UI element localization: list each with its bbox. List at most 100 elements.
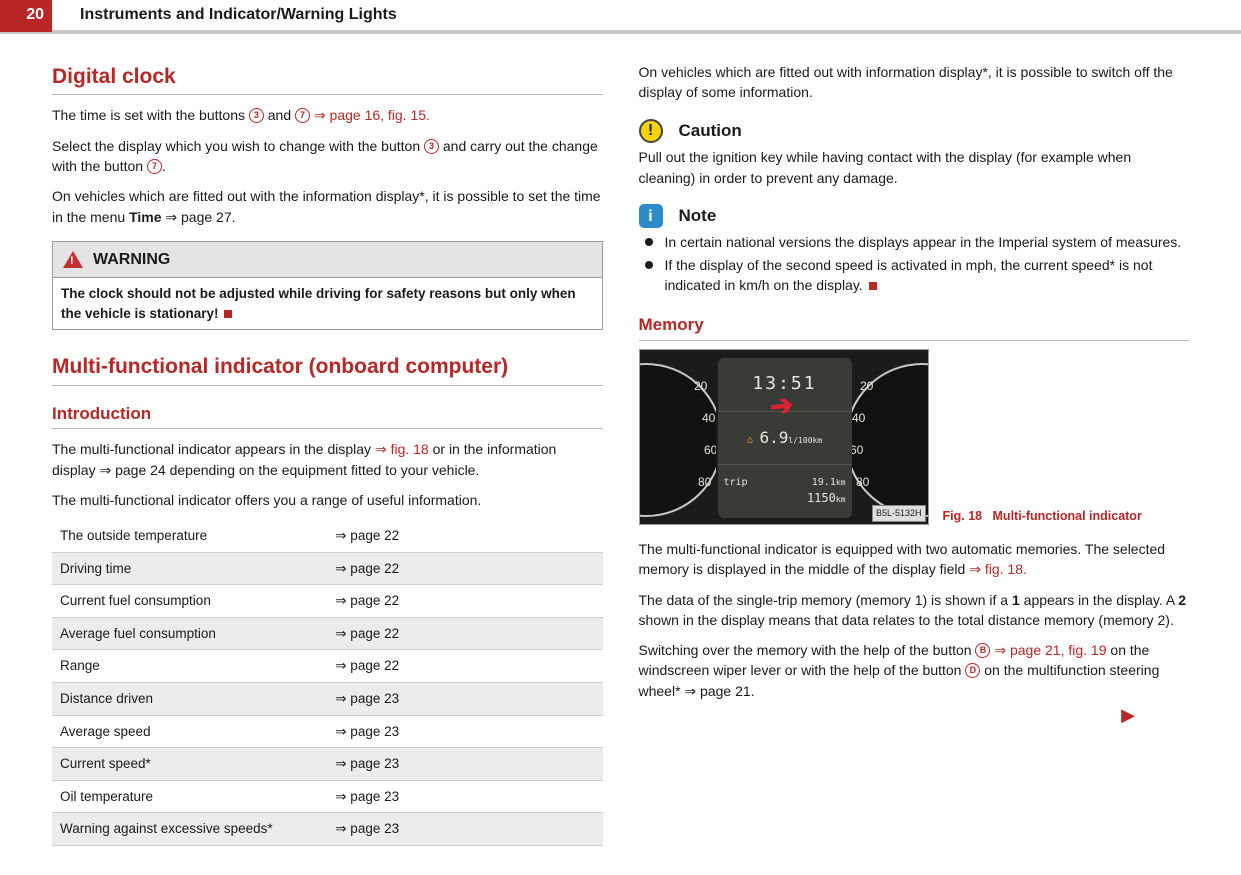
warning-triangle-icon (63, 251, 83, 268)
figure-18-wrap: 20 40 60 80 20 40 60 80 (639, 349, 1190, 525)
table-cell-ref[interactable]: ⇒ page 23 (327, 748, 602, 781)
disp-econ-unit: l/100km (788, 436, 822, 445)
table-cell-ref[interactable]: ⇒ page 23 (327, 780, 602, 813)
table-cell-name: Range (52, 650, 327, 683)
disp-trip-label: trip (724, 476, 748, 491)
table-cell-name: Average speed (52, 715, 327, 748)
heading-mfi: Multi-functional indicator (onboard comp… (52, 352, 603, 385)
paragraph-clock-menu: On vehicles which are fitted out with th… (52, 186, 603, 227)
note-bullets: In certain national versions the display… (639, 232, 1190, 295)
heading-introduction: Introduction (52, 402, 603, 430)
disp-econ-value: 6.9 (760, 428, 789, 447)
paragraph-memories: The multi-functional indicator is equipp… (639, 539, 1190, 580)
svg-text:20: 20 (694, 379, 708, 393)
fig-title: Multi-functional indicator (993, 509, 1142, 523)
disp-odo-value: 1150 (807, 491, 836, 505)
info-icon: i (639, 204, 663, 228)
gauge-right: 20 40 60 80 (852, 350, 929, 525)
svg-text:60: 60 (704, 443, 716, 457)
note-title: Note (679, 204, 717, 229)
list-item: In certain national versions the display… (643, 232, 1190, 252)
ref-circle-7: 7 (147, 159, 162, 174)
table-row: Average speed⇒ page 23 (52, 715, 603, 748)
svg-text:80: 80 (698, 475, 712, 489)
text-bold-time: Time (129, 209, 161, 225)
continue-arrow-icon: ▶ (1121, 702, 1135, 728)
text: and (268, 107, 295, 123)
text: The data of the single-trip memory (memo… (639, 592, 1012, 608)
svg-text:40: 40 (852, 411, 866, 425)
warning-body: The clock should not be adjusted while d… (53, 278, 602, 329)
arrow-icon: ⇒ (994, 642, 1010, 658)
link-fig-18[interactable]: fig. 18 (391, 441, 429, 457)
center-display: 13:51 ⌂ 6.9l/100km trip 19.1km 1150km (718, 358, 852, 518)
text: If the display of the second speed is ac… (665, 257, 1153, 293)
table-cell-name: The outside temperature (52, 520, 327, 552)
text: appears in the display. A (1024, 592, 1179, 608)
text: Switching over the memory with the help … (639, 642, 976, 658)
caution-icon: ! (639, 119, 663, 143)
svg-text:80: 80 (856, 475, 870, 489)
table-cell-ref[interactable]: ⇒ page 22 (327, 617, 602, 650)
text: The multi-functional indicator appears i… (52, 441, 375, 457)
text: The multi-functional indicator is equipp… (639, 541, 1166, 577)
ref-circle-7: 7 (295, 108, 310, 123)
paragraph-switch-memory: Switching over the memory with the help … (639, 640, 1190, 701)
table-row: The outside temperature⇒ page 22 (52, 520, 603, 552)
table-cell-ref[interactable]: ⇒ page 22 (327, 552, 602, 585)
table-cell-ref[interactable]: ⇒ page 23 (327, 715, 602, 748)
caution-body: Pull out the ignition key while having c… (639, 147, 1190, 188)
table-row: Current fuel consumption⇒ page 22 (52, 585, 603, 618)
warning-box: WARNING The clock should not be adjusted… (52, 241, 603, 330)
paragraph-switch-off: On vehicles which are fitted out with in… (639, 62, 1190, 103)
page-header-title: Instruments and Indicator/Warning Lights (80, 3, 397, 26)
table-row: Range⇒ page 22 (52, 650, 603, 683)
text: page 27. (181, 209, 236, 225)
svg-text:60: 60 (852, 443, 864, 457)
paragraph-intro-a: The multi-functional indicator appears i… (52, 439, 603, 480)
disp-trip-value: 19.1 (812, 477, 836, 488)
svg-text:20: 20 (860, 379, 874, 393)
ref-circle-3: 3 (249, 108, 264, 123)
table-row: Distance driven⇒ page 23 (52, 683, 603, 716)
page-header: 20 Instruments and Indicator/Warning Lig… (0, 0, 1241, 34)
mfi-reference-table: The outside temperature⇒ page 22Driving … (52, 520, 603, 846)
table-row: Current speed*⇒ page 23 (52, 748, 603, 781)
figure-dashboard: 20 40 60 80 20 40 60 80 (639, 349, 929, 525)
note-header: i Note (639, 204, 1190, 229)
svg-text:40: 40 (702, 411, 716, 425)
table-cell-ref[interactable]: ⇒ page 22 (327, 650, 602, 683)
table-cell-ref[interactable]: ⇒ page 22 (327, 585, 602, 618)
caution-title: Caution (679, 119, 742, 144)
text: The clock should not be adjusted while d… (61, 286, 576, 321)
table-cell-name: Distance driven (52, 683, 327, 716)
heading-memory: Memory (639, 313, 1190, 341)
warning-title: WARNING (93, 248, 170, 271)
table-row: Driving time⇒ page 22 (52, 552, 603, 585)
table-cell-name: Oil temperature (52, 780, 327, 813)
disp-odo-unit: km (836, 495, 846, 504)
end-mark-icon (224, 310, 232, 318)
table-cell-ref[interactable]: ⇒ page 23 (327, 813, 602, 846)
table-cell-ref[interactable]: ⇒ page 22 (327, 520, 602, 552)
text: The time is set with the buttons (52, 107, 249, 123)
link-fig-18[interactable]: fig. 18. (985, 561, 1027, 577)
table-cell-name: Driving time (52, 552, 327, 585)
table-cell-name: Warning against excessive speeds* (52, 813, 327, 846)
table-cell-name: Current speed* (52, 748, 327, 781)
text-bold-1: 1 (1012, 592, 1020, 608)
ref-circle-d: D (965, 663, 980, 678)
link-page-16-fig-15[interactable]: page 16, fig. 15. (330, 107, 430, 123)
column-right: On vehicles which are fitted out with in… (639, 52, 1190, 846)
arrow-icon: ⇒ (314, 107, 330, 123)
table-cell-ref[interactable]: ⇒ page 23 (327, 683, 602, 716)
paragraph-memory-1-2: The data of the single-trip memory (memo… (639, 590, 1190, 631)
column-left: Digital clock The time is set with the b… (52, 52, 603, 846)
table-cell-name: Average fuel consumption (52, 617, 327, 650)
link-page-21-fig-19[interactable]: page 21, fig. 19 (1010, 642, 1107, 658)
disp-trip: trip 19.1km 1150km (718, 465, 852, 518)
text: shown in the display means that data rel… (639, 612, 1174, 628)
ref-circle-3: 3 (424, 139, 439, 154)
table-row: Average fuel consumption⇒ page 22 (52, 617, 603, 650)
text: Select the display which you wish to cha… (52, 138, 424, 154)
